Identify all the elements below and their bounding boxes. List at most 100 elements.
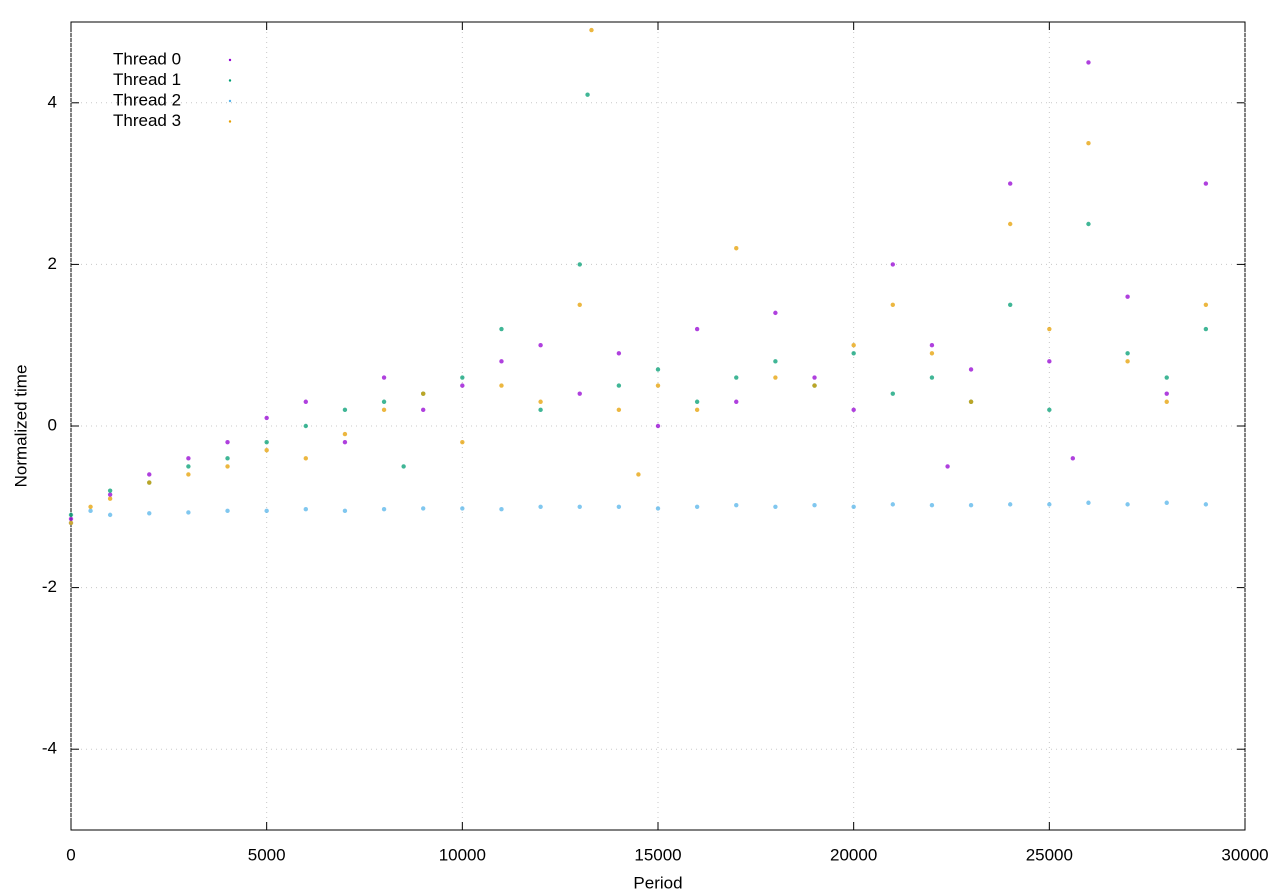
data-point xyxy=(1047,326,1052,332)
data-point xyxy=(186,510,191,515)
data-point xyxy=(1203,181,1209,186)
data-point xyxy=(107,496,113,501)
data-point xyxy=(381,507,387,512)
data-point xyxy=(851,343,856,348)
data-point xyxy=(616,383,622,388)
data-point xyxy=(342,407,348,413)
data-point xyxy=(655,383,661,388)
data-point xyxy=(616,351,622,356)
data-point xyxy=(303,423,308,429)
data-point xyxy=(107,488,113,493)
y-axis-label: Normalized time xyxy=(11,365,30,488)
data-point xyxy=(734,375,739,380)
data-point xyxy=(225,508,230,514)
data-point xyxy=(812,383,817,388)
data-point xyxy=(812,502,817,508)
data-point xyxy=(264,508,269,514)
data-point xyxy=(381,399,387,404)
legend-label: Thread 0 xyxy=(113,49,181,68)
data-point xyxy=(460,506,465,511)
y-tick-label: 0 xyxy=(48,415,57,434)
data-point xyxy=(342,431,348,437)
data-point xyxy=(107,492,113,497)
data-point xyxy=(499,359,504,364)
data-point xyxy=(929,343,935,348)
data-point xyxy=(851,351,856,356)
data-point xyxy=(655,367,661,372)
x-axis-label: Period xyxy=(633,873,682,892)
data-point xyxy=(655,506,661,511)
data-point xyxy=(968,502,974,508)
data-point xyxy=(734,246,739,251)
data-point xyxy=(1070,456,1076,461)
data-point xyxy=(577,504,582,509)
data-point xyxy=(1047,359,1052,364)
data-point xyxy=(968,399,974,404)
legend-marker xyxy=(228,79,232,82)
x-tick-label: 0 xyxy=(66,845,75,864)
x-tick-label: 15000 xyxy=(634,845,681,864)
data-point xyxy=(342,439,348,445)
data-point xyxy=(342,508,348,514)
data-point xyxy=(589,27,594,33)
legend-label: Thread 1 xyxy=(113,70,181,89)
data-point xyxy=(773,310,778,316)
data-point xyxy=(577,262,582,267)
data-point xyxy=(1164,375,1169,380)
data-point xyxy=(225,439,230,445)
data-point xyxy=(890,262,895,267)
data-point xyxy=(147,480,152,485)
data-point xyxy=(499,383,504,388)
data-point xyxy=(381,375,387,380)
data-point xyxy=(264,439,269,445)
data-point xyxy=(401,464,406,469)
data-point xyxy=(577,302,582,307)
data-point xyxy=(1203,326,1209,332)
data-point xyxy=(616,407,622,413)
x-tick-label: 25000 xyxy=(1026,845,1073,864)
data-point xyxy=(773,375,778,380)
data-point xyxy=(812,375,817,380)
data-point xyxy=(88,504,93,509)
data-point xyxy=(538,407,543,413)
data-point xyxy=(499,507,504,512)
data-point xyxy=(1164,399,1169,404)
data-point xyxy=(68,516,74,522)
data-point xyxy=(694,407,700,413)
data-point xyxy=(1086,60,1091,65)
data-point xyxy=(1125,294,1130,299)
data-point xyxy=(1203,302,1209,307)
y-tick-label: -2 xyxy=(42,577,57,596)
data-point xyxy=(186,456,191,461)
data-point xyxy=(107,512,113,518)
legend-marker xyxy=(228,99,232,103)
data-point xyxy=(1008,181,1013,186)
data-point xyxy=(734,399,739,404)
data-point xyxy=(186,464,191,469)
data-point xyxy=(68,512,74,518)
data-point xyxy=(381,407,387,413)
data-point xyxy=(734,502,739,508)
data-point xyxy=(147,472,152,477)
legend-label: Thread 2 xyxy=(113,90,181,109)
data-point xyxy=(694,399,700,404)
data-point xyxy=(1125,502,1130,507)
data-point xyxy=(1008,302,1013,307)
data-point xyxy=(421,391,426,396)
data-point xyxy=(1125,351,1130,356)
data-point xyxy=(1086,141,1091,146)
data-point xyxy=(538,504,543,509)
data-point xyxy=(773,504,778,509)
legend-marker xyxy=(228,58,232,62)
x-tick-label: 20000 xyxy=(830,845,877,864)
y-tick-label: -4 xyxy=(42,739,57,758)
data-point xyxy=(1086,500,1091,505)
data-point xyxy=(890,302,895,307)
y-tick-label: 4 xyxy=(48,92,57,111)
data-point xyxy=(460,375,465,380)
x-tick-label: 30000 xyxy=(1221,845,1268,864)
data-point xyxy=(945,464,950,469)
data-point xyxy=(694,326,700,332)
